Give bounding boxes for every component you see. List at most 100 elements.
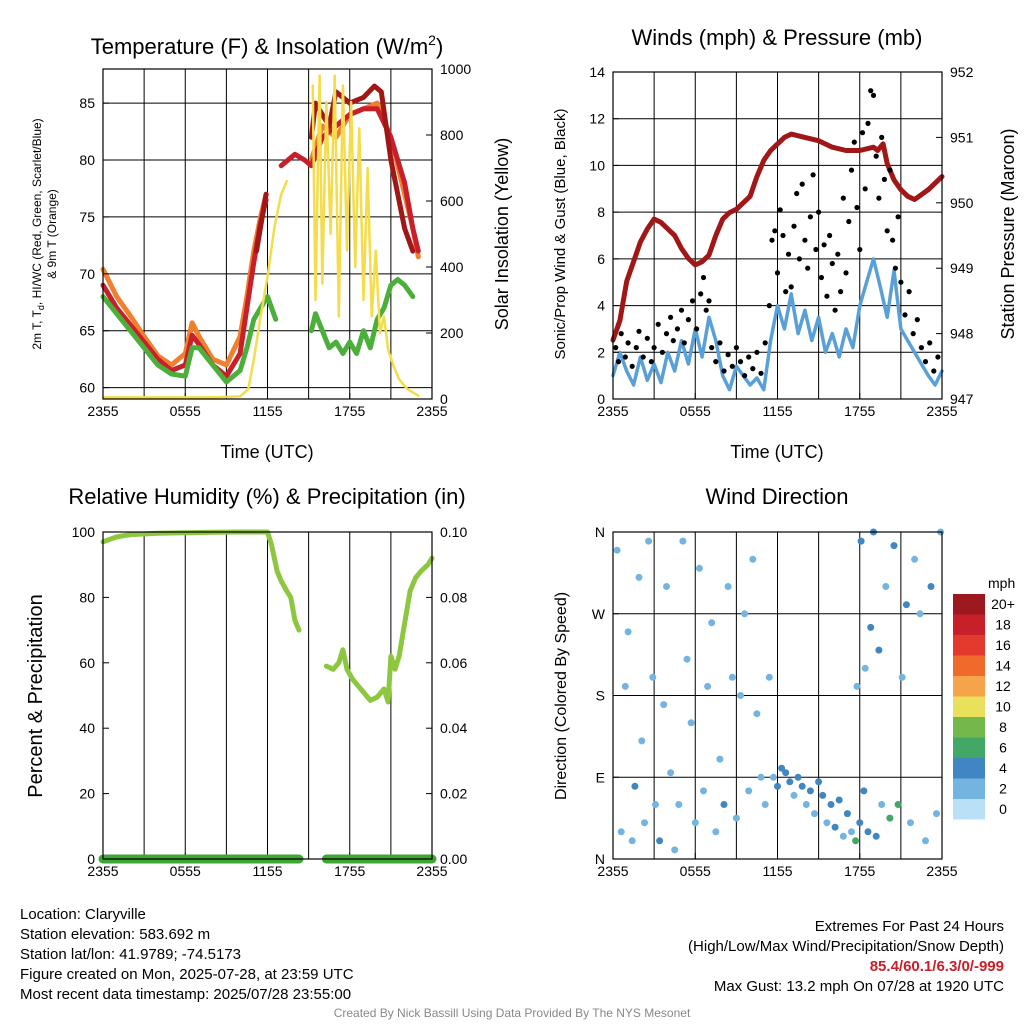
gust-point	[613, 345, 619, 351]
gust-point	[706, 298, 712, 304]
x-tick-label: 2355	[416, 403, 447, 419]
direction-point	[652, 801, 659, 808]
direction-point	[831, 823, 839, 831]
gust-point	[802, 237, 808, 243]
y2-tick-label: 1000	[440, 61, 471, 77]
direction-point	[732, 814, 740, 822]
direction-point	[704, 682, 712, 690]
gust-point	[914, 317, 920, 323]
y2-tick-label: 0.00	[440, 851, 467, 867]
direction-point	[823, 819, 831, 827]
direction-point	[712, 828, 720, 836]
temperature-frame	[102, 68, 433, 400]
direction-point	[745, 787, 753, 795]
direction-point	[753, 710, 761, 718]
gust-point	[846, 218, 852, 225]
legend-label: 6	[999, 740, 1007, 756]
gust-point	[838, 289, 844, 295]
gust-point	[709, 345, 715, 351]
direction-point	[695, 564, 703, 572]
gust-point	[725, 352, 731, 358]
direction-point	[878, 801, 886, 808]
y-tick-label: 12	[589, 111, 605, 127]
y-tick-label: 60	[79, 380, 95, 396]
y-tick-label: N	[595, 524, 605, 540]
legend-swatch	[953, 717, 985, 738]
direction-point	[757, 773, 765, 781]
gust-point	[922, 359, 929, 365]
chart-title: Temperature (F) & Insolation (W/m2)	[91, 32, 444, 59]
gust-point	[851, 139, 857, 145]
direction-point	[631, 782, 639, 790]
direction-point	[907, 819, 914, 827]
gust-point	[879, 134, 885, 140]
direction-point	[782, 769, 790, 777]
gust-point	[729, 363, 735, 369]
gust-point	[681, 340, 687, 346]
series-insolation	[101, 179, 288, 399]
temperature-panel: 2355 0555 1155 1755 2355 60 65 70 75 80 85 0 200 400 6…	[30, 32, 512, 462]
y2-tick-label: 600	[440, 193, 464, 209]
y-axis-label: Percent & Precipitation	[25, 594, 47, 797]
y2-tick-label: 0.10	[440, 524, 467, 540]
legend-label: 12	[995, 678, 1011, 694]
gust-point	[859, 130, 866, 136]
gust-point	[927, 340, 933, 346]
gust-point	[810, 172, 816, 178]
y-tick-label: 80	[79, 589, 95, 605]
gust-point	[935, 354, 941, 360]
gust-point	[835, 251, 841, 257]
direction-point	[667, 769, 675, 777]
y2-axis-label: Station Pressure (Maroon)	[998, 128, 1018, 339]
gust-point	[663, 331, 670, 337]
direction-point	[624, 628, 632, 636]
direction-point	[875, 646, 883, 654]
winds-frame	[612, 71, 943, 400]
gust-point	[887, 167, 893, 173]
direction-point	[720, 801, 728, 808]
gust-point	[794, 190, 800, 197]
x-tick-label: 1755	[334, 863, 365, 879]
gust-point	[854, 204, 860, 211]
gust-point	[895, 214, 901, 220]
direction-point	[843, 810, 851, 818]
direction-point	[656, 837, 664, 845]
series-pressure	[610, 131, 945, 343]
direction-point	[882, 583, 890, 590]
gust-point	[868, 88, 874, 94]
y-axis-label: Direction (Colored By Speed)	[553, 592, 570, 800]
direction-point	[679, 537, 687, 545]
direction-point	[628, 837, 636, 845]
gust-point	[766, 303, 772, 309]
station-latlon: Station lat/lon: 41.9789; -74.5173	[20, 946, 242, 963]
y2-tick-label: 948	[950, 326, 974, 342]
gust-point	[857, 246, 863, 253]
y2-tick-label: 0.02	[440, 786, 467, 802]
gust-point	[892, 265, 899, 271]
direction-point	[835, 796, 843, 804]
direction-point	[635, 573, 643, 581]
direction-point	[683, 655, 691, 663]
chart-title: Winds (mph) & Pressure (mb)	[632, 25, 923, 50]
gust-point	[870, 92, 877, 98]
y2-tick-label: 0.04	[440, 720, 467, 736]
direction-point	[798, 782, 806, 790]
chart-title: Wind Direction	[705, 484, 848, 509]
gust-point	[758, 370, 764, 376]
humidity-panel: 2355 0555 1155 1755 23550204060801000.000.02…	[25, 484, 467, 879]
y-tick-label: 2	[597, 344, 605, 360]
gust-point	[876, 195, 882, 201]
direction-point	[857, 537, 865, 545]
gust-point	[906, 289, 912, 295]
y2-tick-label: 800	[440, 127, 464, 143]
direction-point	[761, 801, 769, 808]
station-location: Location: Claryville	[20, 906, 146, 923]
extremes-values: 85.4/60.1/6.3/0/-999	[869, 958, 1004, 975]
y2-tick-label: 0.08	[440, 589, 467, 605]
direction-point	[890, 542, 898, 550]
gust-point	[827, 232, 833, 239]
y-axis-label: 2m T, Td, HI/WC (Red, Green, Scarlet/Blu…	[30, 118, 46, 349]
direction-point	[790, 791, 798, 799]
direction-point	[867, 623, 875, 631]
